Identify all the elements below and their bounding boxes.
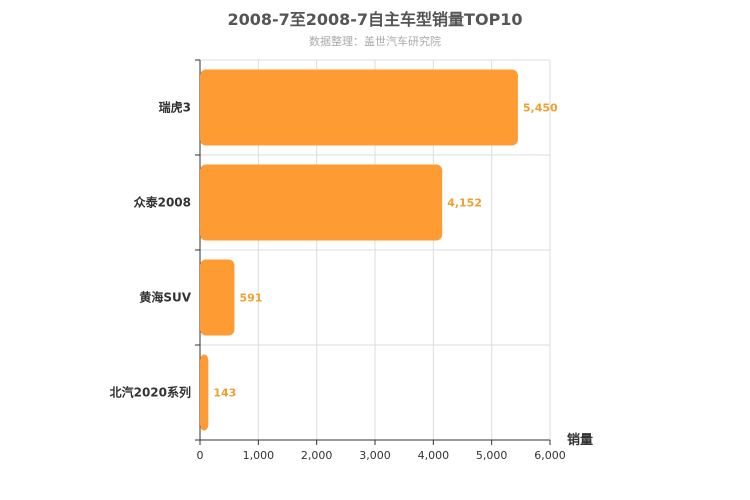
x-tick-label: 3,000	[359, 449, 391, 462]
x-tick-label: 6,000	[534, 449, 566, 462]
chart-subtitle: 数据整理：盖世汽车研究院	[309, 35, 441, 48]
bar	[200, 164, 443, 241]
category-label: 众泰2008	[134, 195, 191, 210]
category-label: 黄海SUV	[139, 290, 191, 305]
data-label: 143	[213, 387, 236, 400]
category-label: 瑞虎3	[159, 100, 191, 115]
data-label: 591	[239, 292, 262, 305]
bar	[200, 354, 209, 431]
x-tick-label: 5,000	[476, 449, 508, 462]
x-tick-label: 2,000	[301, 449, 333, 462]
x-tick-label: 4,000	[418, 449, 450, 462]
data-label: 4,152	[447, 197, 482, 210]
data-label: 5,450	[523, 102, 558, 115]
category-label: 北汽2020系列	[110, 385, 191, 400]
x-tick-label: 1,000	[243, 449, 275, 462]
bar	[200, 259, 235, 336]
x-tick-label: 0	[197, 449, 204, 462]
bar	[200, 69, 518, 146]
x-axis-title: 销量	[567, 432, 593, 448]
chart-title: 2008-7至2008-7自主车型销量TOP10	[227, 10, 523, 29]
